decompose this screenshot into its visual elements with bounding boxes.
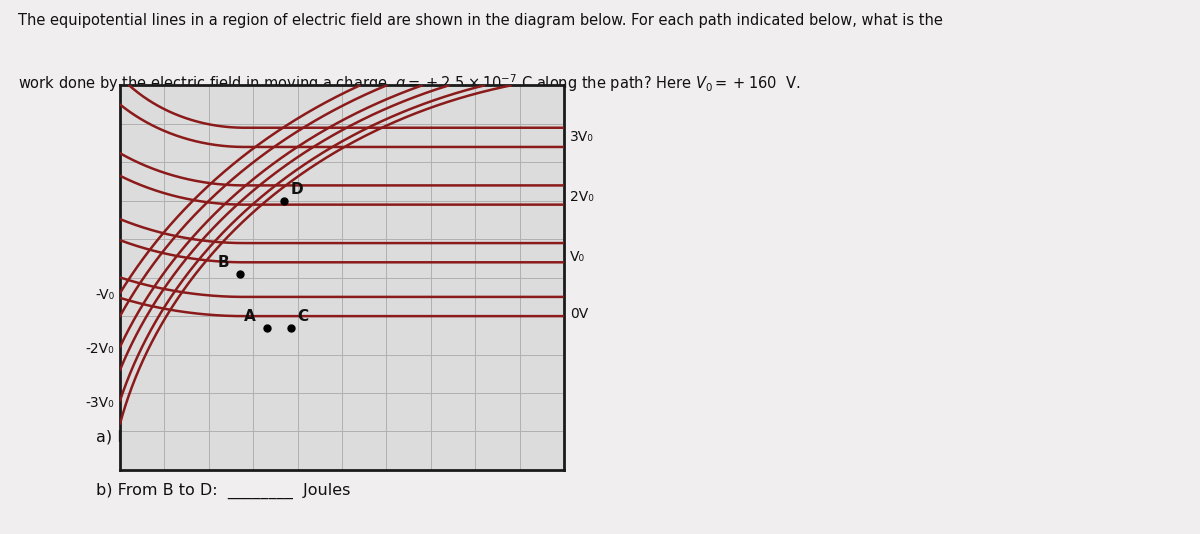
Text: 0V: 0V [570,307,588,321]
Text: V₀: V₀ [570,249,586,264]
Text: A: A [245,309,256,324]
Text: 3V₀: 3V₀ [570,130,594,144]
Text: a) From B to C:  ________  Joules: a) From B to C: ________ Joules [96,430,349,446]
Text: C: C [298,309,308,324]
Text: D: D [290,182,304,197]
Text: B: B [217,255,229,270]
Text: b) From B to D:  ________  Joules: b) From B to D: ________ Joules [96,483,350,499]
Text: The equipotential lines in a region of electric field are shown in the diagram b: The equipotential lines in a region of e… [18,13,943,28]
Text: -V₀: -V₀ [95,288,114,302]
Text: work done by the electric field in moving a charge  $q = +2.5 \times 10^{-7}$ C : work done by the electric field in movin… [18,72,800,94]
Text: 2V₀: 2V₀ [570,190,594,204]
Text: -2V₀: -2V₀ [85,342,114,356]
Text: -3V₀: -3V₀ [85,396,114,410]
